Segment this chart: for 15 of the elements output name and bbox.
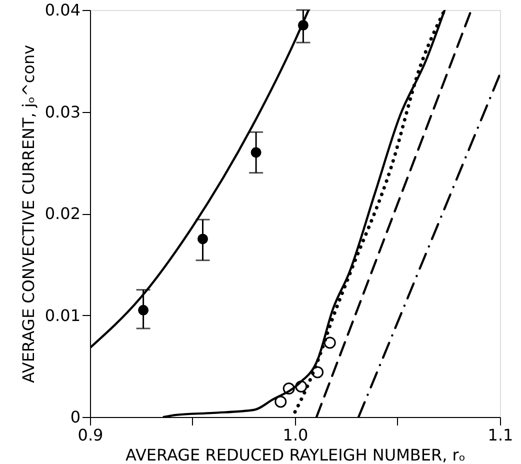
y-tick-label: 0.03 xyxy=(44,102,80,122)
point xyxy=(282,382,295,394)
y-tick-label: 0.02 xyxy=(44,204,80,223)
point xyxy=(312,366,324,378)
x-tick-label: 1.0 xyxy=(282,426,308,444)
x-tick-label: 1.1 xyxy=(488,426,514,444)
y-tick-label: 0 xyxy=(70,408,80,426)
x-axis-title: AVERAGE REDUCED RAYLEIGH NUMBER, rₒ xyxy=(126,446,466,464)
x-tick-label: 0.9 xyxy=(78,426,104,444)
y-axis-title: AVERAGE CONVECTIVE CURRENT, jₒ^conv xyxy=(18,44,38,384)
point xyxy=(274,396,287,408)
point xyxy=(324,336,336,349)
point xyxy=(295,380,308,392)
y-tick-label: 0.04 xyxy=(44,0,80,20)
y-tick-label: 0.01 xyxy=(44,306,80,325)
